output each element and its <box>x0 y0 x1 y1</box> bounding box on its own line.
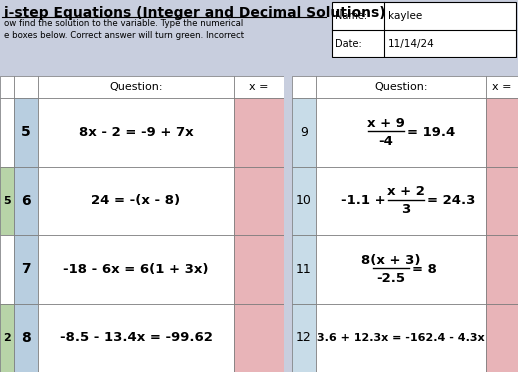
Text: x + 9: x + 9 <box>367 117 405 130</box>
Text: x =: x = <box>249 82 269 92</box>
Bar <box>14 98 38 167</box>
Text: -8.5 - 13.4x = -99.62: -8.5 - 13.4x = -99.62 <box>60 331 212 344</box>
Text: 2: 2 <box>3 333 11 343</box>
Text: = 24.3: = 24.3 <box>427 194 476 207</box>
Bar <box>38 304 234 372</box>
Text: 11: 11 <box>296 263 312 276</box>
Bar <box>486 167 518 235</box>
Text: Question:: Question: <box>109 82 163 92</box>
Text: x =: x = <box>492 82 512 92</box>
Text: = 19.4: = 19.4 <box>407 126 455 139</box>
Bar <box>38 167 234 235</box>
Bar <box>0 235 14 304</box>
Text: = 8: = 8 <box>412 263 437 276</box>
Bar <box>284 304 292 372</box>
Bar <box>292 76 316 98</box>
Text: 3.6 + 12.3x = -162.4 - 4.3x: 3.6 + 12.3x = -162.4 - 4.3x <box>317 333 485 343</box>
Bar <box>292 167 316 235</box>
Bar <box>38 98 234 167</box>
Bar <box>14 235 38 304</box>
Bar <box>292 304 316 372</box>
Bar <box>316 98 486 167</box>
Bar <box>292 235 316 304</box>
Bar <box>284 235 292 304</box>
Bar <box>234 98 284 167</box>
Text: 8(x + 3): 8(x + 3) <box>361 254 421 267</box>
Text: Name:: Name: <box>335 11 367 21</box>
Bar <box>486 304 518 372</box>
Text: ow find the solution to the variable. Type the numerical
e boxes below. Correct : ow find the solution to the variable. Ty… <box>4 19 244 40</box>
Bar <box>316 304 486 372</box>
Text: 12: 12 <box>296 331 312 344</box>
Bar <box>0 98 14 167</box>
Text: 11/14/24: 11/14/24 <box>388 39 435 49</box>
Bar <box>284 167 292 235</box>
Bar <box>234 167 284 235</box>
Bar <box>316 76 486 98</box>
Text: 24 = -(x - 8): 24 = -(x - 8) <box>92 194 181 207</box>
Text: 8: 8 <box>21 331 31 345</box>
Text: -2.5: -2.5 <box>377 272 406 285</box>
Text: Date:: Date: <box>335 39 362 49</box>
Text: x + 2: x + 2 <box>387 185 425 198</box>
Bar <box>234 304 284 372</box>
Bar <box>486 76 518 98</box>
Bar <box>14 304 38 372</box>
Bar <box>284 76 292 98</box>
Bar <box>292 98 316 167</box>
Bar <box>14 167 38 235</box>
Text: kaylee: kaylee <box>388 11 422 21</box>
Text: -1.1 +: -1.1 + <box>341 194 386 207</box>
Bar <box>0 304 14 372</box>
Text: -18 - 6x = 6(1 + 3x): -18 - 6x = 6(1 + 3x) <box>63 263 209 276</box>
Bar <box>486 235 518 304</box>
Bar <box>316 235 486 304</box>
Text: i-step Equations (Integer and Decimal Solutions): i-step Equations (Integer and Decimal So… <box>4 6 385 20</box>
Bar <box>284 98 292 167</box>
Text: Question:: Question: <box>374 82 428 92</box>
Bar <box>0 167 14 235</box>
Text: 9: 9 <box>300 126 308 139</box>
Bar <box>38 76 234 98</box>
Text: 8x - 2 = -9 + 7x: 8x - 2 = -9 + 7x <box>79 126 193 139</box>
Text: 5: 5 <box>21 125 31 139</box>
Bar <box>0 76 14 98</box>
Text: 7: 7 <box>21 262 31 276</box>
Bar <box>38 235 234 304</box>
Bar <box>234 76 284 98</box>
Text: 3: 3 <box>401 203 411 216</box>
Text: 6: 6 <box>21 194 31 208</box>
Text: -4: -4 <box>379 135 394 148</box>
Text: 5: 5 <box>3 196 11 206</box>
Bar <box>316 167 486 235</box>
Bar <box>14 76 38 98</box>
Bar <box>486 98 518 167</box>
Bar <box>234 235 284 304</box>
Text: 10: 10 <box>296 194 312 207</box>
Bar <box>332 2 516 57</box>
